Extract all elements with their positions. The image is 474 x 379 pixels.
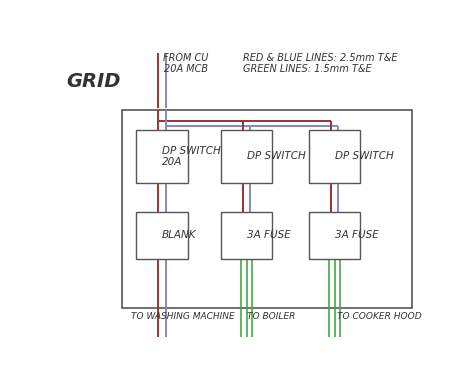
Text: TO BOILER: TO BOILER [246,312,295,321]
Text: DP SWITCH: DP SWITCH [246,151,305,161]
Text: RED & BLUE LINES: 2.5mm T&E
GREEN LINES: 1.5mm T&E: RED & BLUE LINES: 2.5mm T&E GREEN LINES:… [243,53,397,74]
Text: 3A FUSE: 3A FUSE [335,230,379,240]
Text: TO COOKER HOOD: TO COOKER HOOD [337,312,421,321]
Bar [137,212,188,258]
Bar [309,130,360,183]
Text: DP SWITCH
20A: DP SWITCH 20A [162,146,221,167]
Text: 3A FUSE: 3A FUSE [246,230,291,240]
Bar [137,130,188,183]
Bar [221,212,272,258]
Bar [309,212,360,258]
Text: TO WASHING MACHINE: TO WASHING MACHINE [131,312,235,321]
Text: GRID: GRID [66,72,121,91]
Bar [122,110,412,308]
Text: DP SWITCH: DP SWITCH [335,151,393,161]
Text: FROM CU
20A MCB: FROM CU 20A MCB [164,53,209,74]
Text: BLANK: BLANK [162,230,197,240]
Bar [221,130,272,183]
